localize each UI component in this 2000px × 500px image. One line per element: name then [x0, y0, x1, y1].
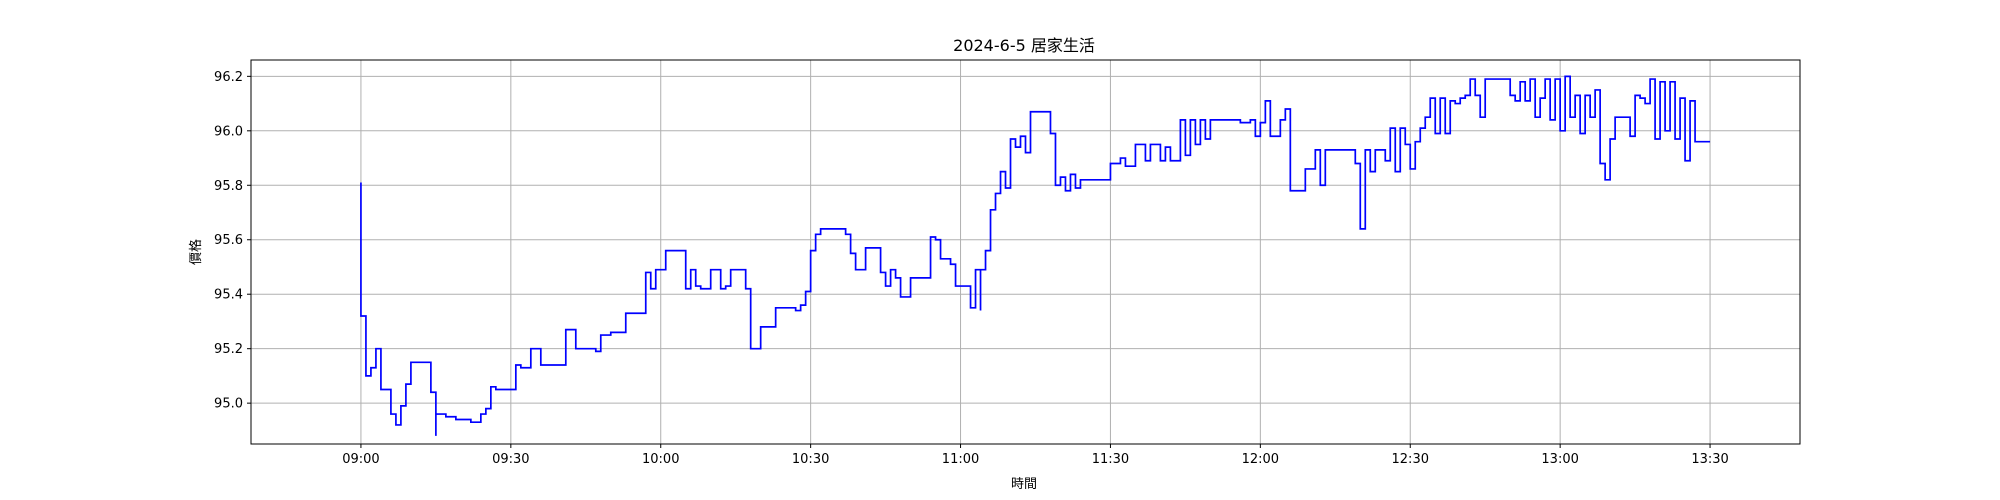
- y-tick-label: 95.8: [214, 179, 243, 194]
- y-tick-label: 95.4: [214, 288, 243, 303]
- x-tick-label: 10:30: [792, 452, 829, 467]
- x-axis: 09:00 09:30 10:00 10:30 11:00 11:30 12:00 12:30…: [342, 444, 1729, 467]
- y-tick-label: 95.0: [214, 397, 243, 412]
- x-axis-label: 時間: [1011, 477, 1037, 492]
- plot-frame: [250, 59, 1801, 445]
- series-layer: [360, 75, 1711, 436]
- x-tick-label: 10:00: [642, 452, 679, 467]
- y-tick-label: 95.2: [214, 342, 243, 357]
- x-tick-label: 12:30: [1392, 452, 1429, 467]
- chart-title: 2024-6-5 居家生活: [953, 36, 1095, 55]
- x-tick-label: 13:30: [1691, 452, 1728, 467]
- y-axis: 95.0 95.2 95.4 95.6 95.8 96.0 96.2: [214, 70, 251, 412]
- grid: [251, 60, 1800, 444]
- x-tick-label: 09:00: [342, 452, 379, 467]
- x-tick-label: 11:00: [942, 452, 979, 467]
- price-series-line: [360, 75, 1711, 436]
- y-tick-label: 96.0: [214, 124, 243, 139]
- x-tick-label: 09:30: [492, 452, 529, 467]
- y-tick-label: 95.6: [214, 233, 243, 248]
- x-tick-label: 13:00: [1541, 452, 1578, 467]
- y-axis-label: 價格: [188, 239, 204, 265]
- x-tick-label: 12:00: [1242, 452, 1279, 467]
- y-tick-label: 96.2: [214, 70, 243, 85]
- x-tick-label: 11:30: [1092, 452, 1129, 467]
